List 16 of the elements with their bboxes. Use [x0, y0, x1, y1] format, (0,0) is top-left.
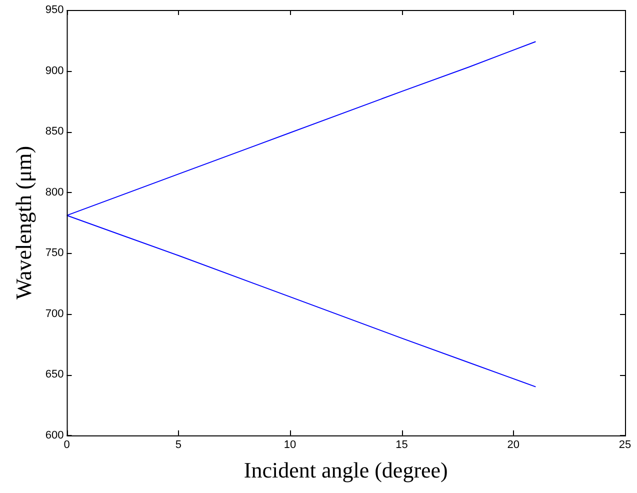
y-tick-label: 750 [45, 247, 64, 260]
x-tick-label: 10 [284, 439, 296, 452]
x-tick-label: 5 [175, 439, 182, 452]
y-tick-label: 850 [45, 126, 64, 138]
y-tick-label: 700 [45, 308, 64, 320]
y-tick-label: 950 [45, 4, 64, 16]
y-tick-label: 800 [45, 186, 64, 198]
x-tick-label: 25 [618, 439, 632, 452]
x-axis-title: Incident angle (degree) [244, 458, 448, 483]
x-tick-label: 15 [396, 439, 408, 452]
y-tick-label: 650 [45, 368, 64, 381]
y-axis-title: Wavelength (μm) [10, 146, 36, 300]
y-tick-label: 600 [45, 429, 64, 442]
y-tick-label: 900 [45, 64, 64, 77]
x-tick-label: 20 [507, 439, 520, 452]
x-tick-label: 0 [64, 439, 70, 452]
